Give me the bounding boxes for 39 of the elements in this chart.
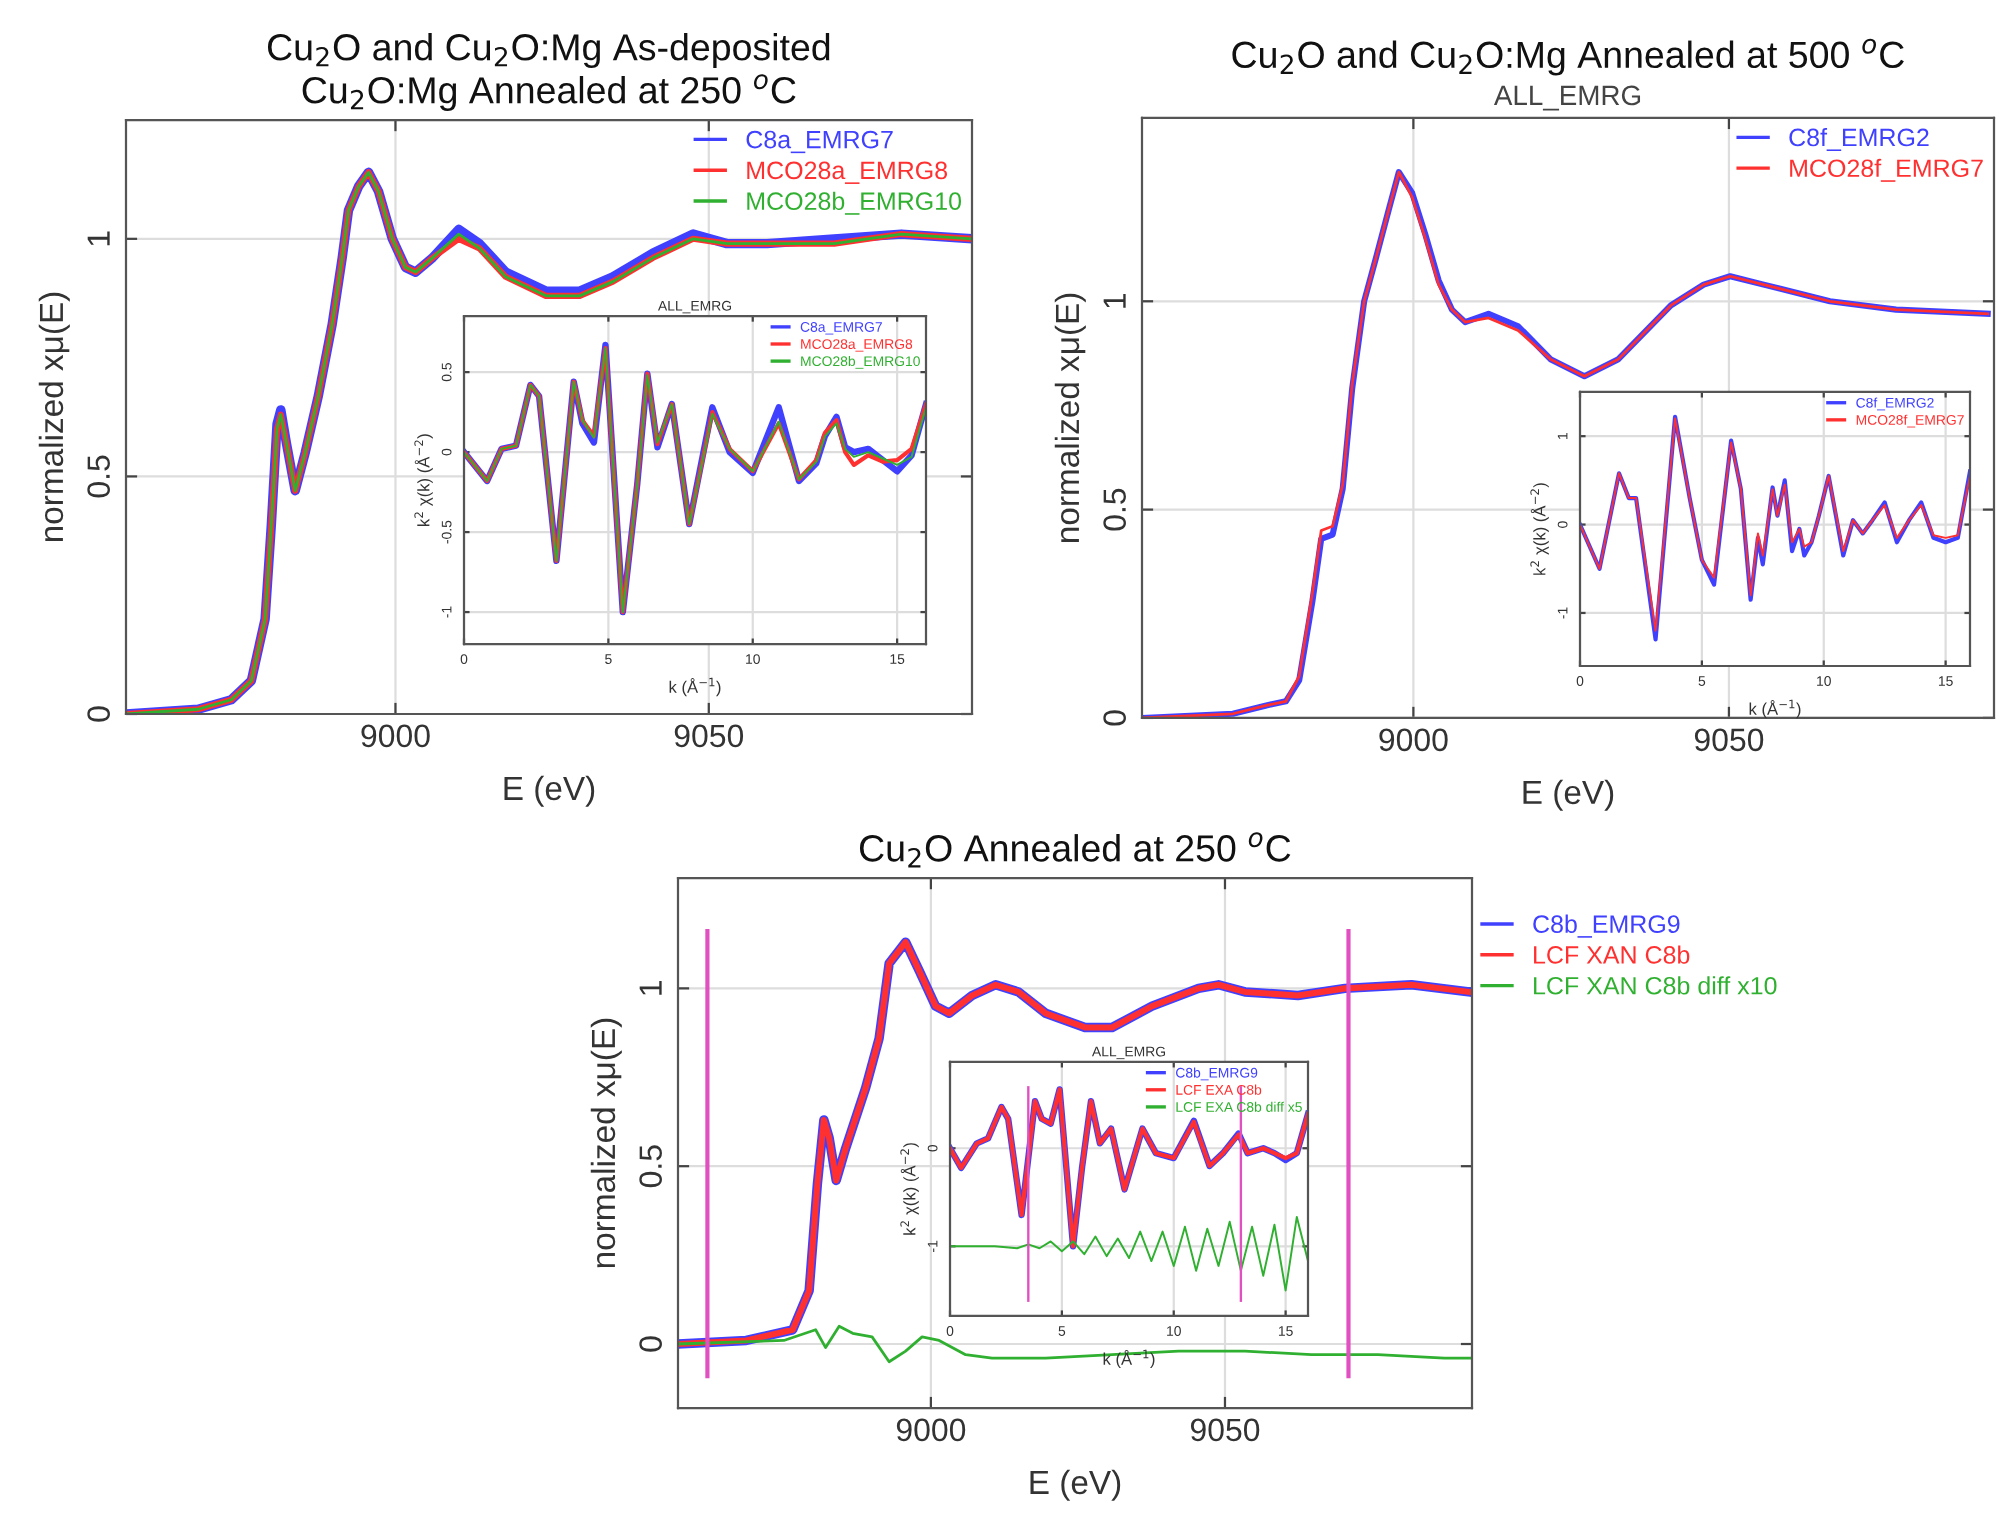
x-tick-label: 9000 (1379, 728, 1448, 752)
y-tick-label: 0.5 (87, 455, 110, 498)
x-tick-label: 9050 (1694, 728, 1764, 752)
legend-label: MCO28a_EMRG8 (747, 161, 948, 184)
x-tick-label: 9000 (361, 724, 430, 748)
y-axis-title: normalized xμ(E) (38, 292, 70, 542)
x-axis-title: E (eV) (1523, 779, 1614, 811)
legend-label: C8a_EMRG7 (746, 130, 893, 154)
x-axis-title: k (Å$^{−1}$) (1749, 699, 1801, 719)
x-tick-label: 9050 (674, 724, 744, 748)
y-tick-label: 1 (87, 231, 110, 246)
x-axis-title: E (eV) (504, 775, 595, 807)
legend-label: C8b_EMRG9 (1533, 914, 1680, 938)
y-tick-label: 0.5 (639, 1145, 662, 1188)
x-axis-title: E (eV) (1030, 1469, 1121, 1501)
x-tick-label: 9050 (1190, 1418, 1260, 1442)
chart-title: Cu$_{2}$O Annealed at 250 $^{o}$C (859, 832, 1291, 868)
x-tick-label: 9000 (896, 1418, 966, 1442)
legend-label: MCO28f_EMRG7 (1790, 158, 1983, 182)
legend-label: LCF XAN C8b diff x10 (1534, 976, 1777, 995)
y-tick-label: 0.5 (1103, 488, 1126, 531)
y-tick-label: 0 (87, 706, 110, 722)
y-axis-title: k$^{2}$ χ(k) (Å$^{−2}$) (900, 1143, 919, 1235)
y-tick-label: 1 (1103, 293, 1126, 308)
x-axis-title: k (Å$^{−1}$) (669, 677, 721, 697)
y-axis-title: k$^{2}$ χ(k) (Å$^{−2}$) (414, 434, 433, 526)
x-axis-title: k (Å$^{−1}$) (1103, 1349, 1155, 1369)
y-tick-label: 1 (639, 981, 662, 995)
legend-label: MCO28b_EMRG10 (747, 191, 962, 215)
y-axis-title: k$^{2}$ χ(k) (Å$^{−2}$) (1530, 483, 1549, 575)
y-axis-title: normalized xμ(E) (1054, 293, 1086, 543)
legend-label: LCF XAN C8b (1534, 945, 1690, 964)
y-tick-label: 0 (639, 1336, 662, 1352)
chart-title: Cu$_{2}$O and Cu$_{2}$O:Mg Annealed at 500 $^{o}$C (1232, 38, 1904, 76)
chart-subtitle: ALL_EMRG (1493, 85, 1641, 111)
chart-title: Cu$_{2}$O and Cu$_{2}$O:Mg As-deposited Cu$_{2}$O:Mg Annealed at 250 $^{o}$C (267, 33, 830, 111)
y-axis-title: normalized xμ(E) (590, 1018, 622, 1268)
y-tick-label: 0 (1103, 710, 1126, 726)
legend-label: C8f_EMRG2 (1789, 127, 1929, 152)
